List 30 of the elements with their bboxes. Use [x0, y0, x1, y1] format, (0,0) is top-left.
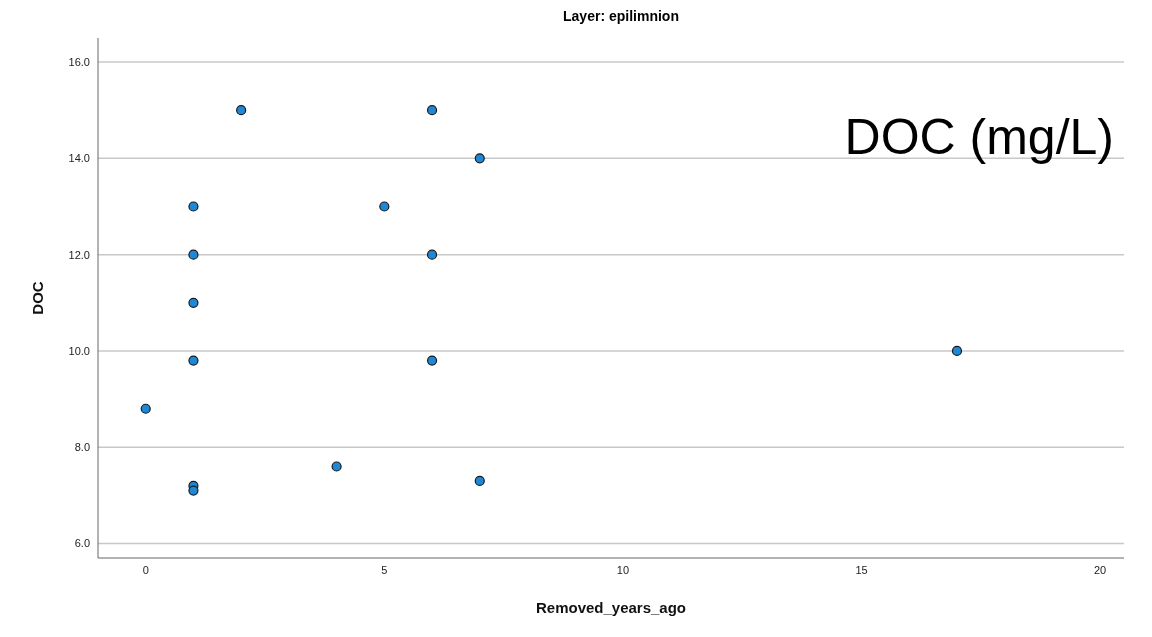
- x-tick-label: 15: [855, 563, 868, 576]
- point: [474, 475, 485, 487]
- chart-title: Layer: epilimnion: [562, 8, 680, 26]
- point: [474, 153, 485, 164]
- y-tick-label: 8.0: [74, 441, 90, 454]
- point: [426, 249, 438, 260]
- point: [188, 201, 199, 212]
- x-tick-label: 20: [1094, 563, 1107, 576]
- y-tick-label: 14.0: [68, 152, 90, 165]
- point: [188, 249, 199, 260]
- point: [426, 105, 438, 116]
- x-axis-title: Removed_years_ago: [535, 599, 687, 616]
- annotation: DOC (mg/L): [844, 108, 1114, 166]
- point: [331, 461, 342, 472]
- x-tick-label: 5: [381, 563, 388, 576]
- point: [188, 297, 199, 308]
- point: [426, 355, 438, 366]
- point: [951, 345, 963, 357]
- x-tick-label: 0: [142, 563, 149, 576]
- y-tick-label: 12.0: [68, 248, 90, 261]
- y-tick-label: 16.0: [68, 55, 90, 68]
- y-tick-label: 10.0: [68, 344, 90, 357]
- x-tick-label: 10: [616, 563, 630, 576]
- point: [140, 403, 151, 414]
- point: [236, 105, 247, 116]
- y-tick-label: 6.0: [74, 537, 90, 550]
- point: [188, 485, 199, 496]
- point: [188, 355, 199, 366]
- point: [379, 201, 390, 212]
- y-axis-title: DOC: [29, 281, 47, 315]
